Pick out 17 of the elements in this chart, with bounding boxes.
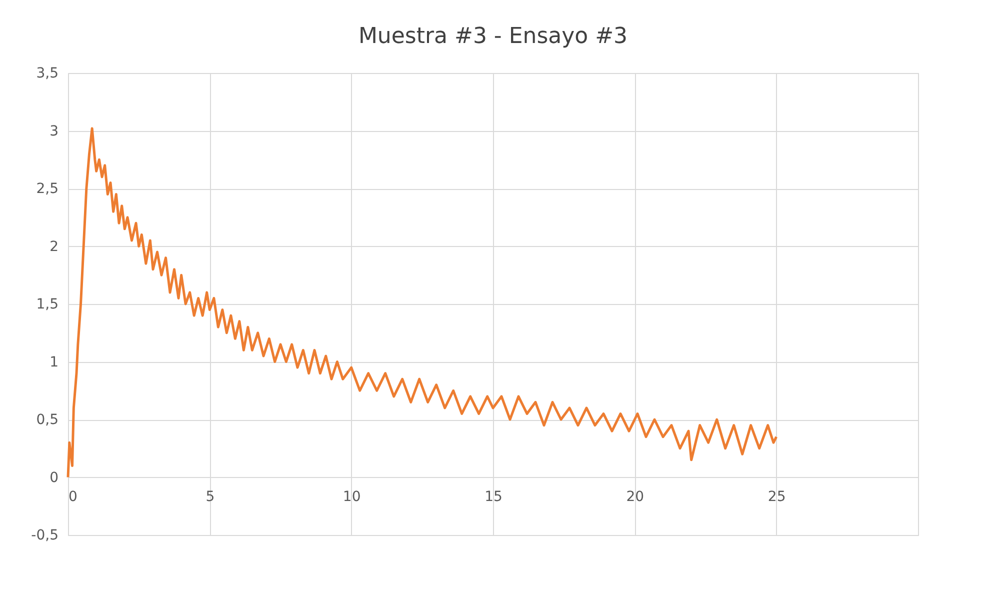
- y-tick-label: 3,5: [36, 66, 58, 82]
- chart-title: Muestra #3 - Ensayo #3: [358, 24, 628, 49]
- y-tick-label: -0,5: [31, 528, 58, 544]
- x-tick-label: 15: [484, 488, 502, 505]
- y-tick-label: 2: [50, 238, 58, 255]
- x-tick-label: 0: [68, 488, 78, 505]
- y-tick-label: 0,5: [36, 412, 58, 428]
- y-tick-label: 1,5: [36, 296, 58, 312]
- x-tick-label: 20: [626, 488, 644, 505]
- line-series: [66, 127, 778, 478]
- y-tick-label: 0: [50, 470, 58, 486]
- x-tick-label: 5: [206, 488, 215, 505]
- y-tick-label: 2,5: [36, 181, 58, 197]
- y-tick-label: 1: [50, 354, 58, 370]
- y-tick-label: 3: [50, 123, 58, 140]
- x-tick-label: 10: [342, 488, 361, 505]
- x-tick-label: 25: [768, 488, 786, 505]
